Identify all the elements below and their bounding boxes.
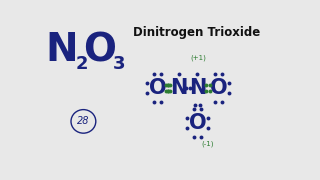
Text: (+1): (+1) (190, 54, 206, 61)
Text: O: O (210, 78, 228, 98)
Text: O: O (84, 31, 116, 69)
Text: Dinitrogen Trioxide: Dinitrogen Trioxide (132, 26, 260, 39)
Text: N: N (189, 78, 206, 98)
Text: 3: 3 (113, 55, 126, 73)
Text: O: O (189, 113, 206, 133)
Text: 2: 2 (76, 55, 88, 73)
Text: N: N (170, 78, 188, 98)
Text: N: N (45, 31, 77, 69)
Text: O: O (149, 78, 167, 98)
Text: 28: 28 (77, 116, 90, 126)
Text: (-1): (-1) (201, 140, 214, 147)
